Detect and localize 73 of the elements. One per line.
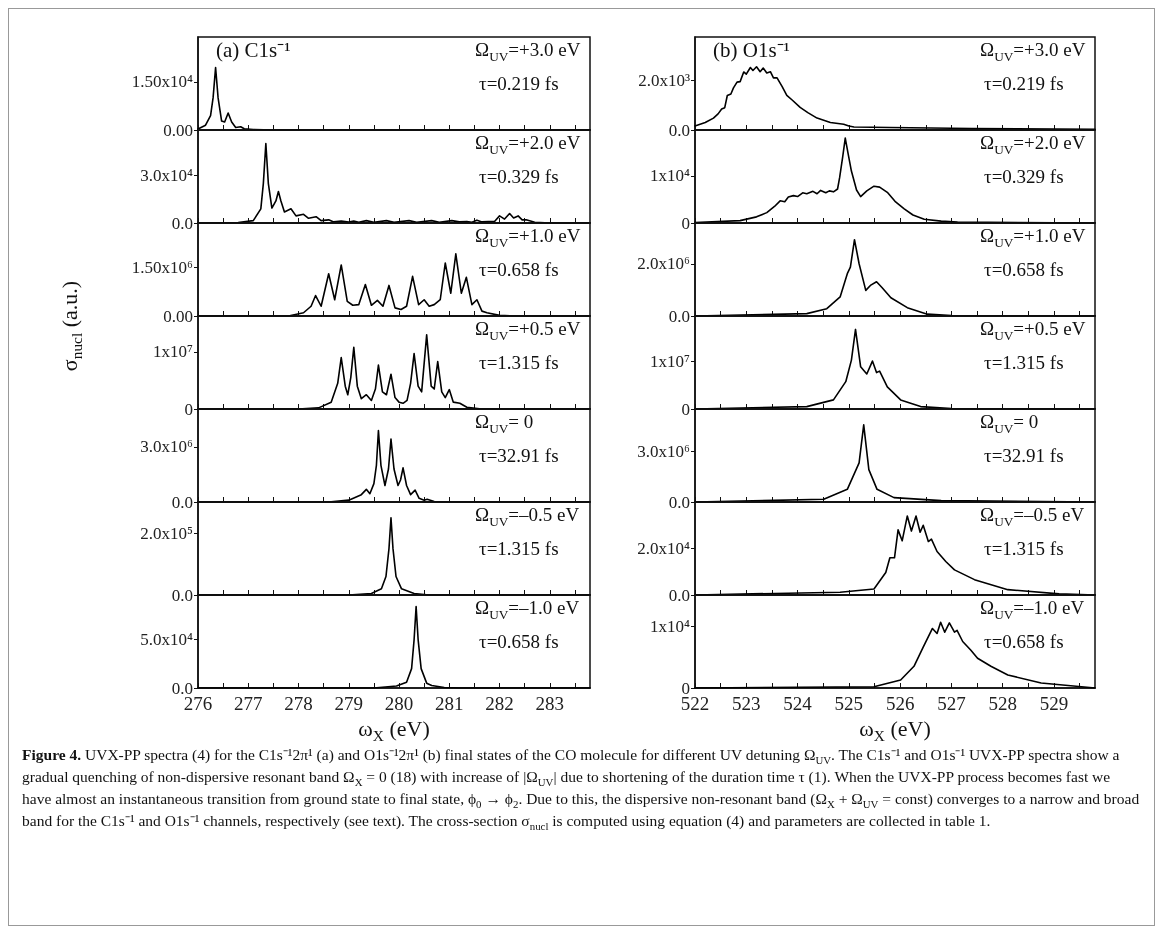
annotation: Ω$_{UV}$=+1.0 eV [475,225,581,250]
annotation: Ω$_{UV}$=–0.5 eV [980,504,1085,529]
x-tick-label: 524 [783,693,813,714]
y-tick-label: 1.50x10⁶ [131,257,194,277]
x-axis-title: ω$_{X}$ (eV) [358,716,430,745]
annotation: τ=1.315 fs [479,538,559,560]
annotation: Ω$_{UV}$=–1.0 eV [475,597,580,622]
annotation: Ω$_{UV}$=+3.0 eV [980,39,1086,64]
y-tick-label: 0 [184,399,193,419]
y-tick-label: 0.0 [668,120,690,140]
y-tick-label: 0.0 [171,585,193,605]
annotation: τ=1.315 fs [479,352,559,374]
x-tick-label: 528 [988,693,1017,714]
annotation: Ω$_{UV}$=+0.5 eV [475,318,581,343]
x-tick-label: 282 [485,693,514,714]
chart-title: (b) O1s⁻¹ [713,37,790,63]
y-tick-label: 1x10⁷ [650,351,691,371]
y-tick-label: 1x10⁴ [650,616,691,636]
y-tick-label: 0.00 [163,306,193,326]
y-tick-label: 1.50x10⁴ [131,72,194,92]
x-axis-title: ω$_{X}$ (eV) [859,716,931,745]
y-tick-label: 0.00 [163,120,193,140]
annotation: τ=0.658 fs [984,631,1064,653]
x-tick-label: 280 [384,693,414,714]
x-tick-label: 529 [1039,693,1069,714]
annotation: Ω$_{UV}$=–1.0 eV [980,597,1085,622]
y-tick-label: 5.0x10⁴ [140,630,194,650]
x-tick-label: 281 [435,693,464,714]
y-tick-label: 0.0 [171,492,193,512]
x-tick-label: 523 [732,693,761,714]
annotation: τ=32.91 fs [479,445,559,467]
text: Figure 4. UVX-PP spectra (4) for the C1s⁻¹2π¹ (a) and O1s⁻¹2π¹ (b) final states of the CO molecule for different UV detuning Ω$_{UV}$. The C1s⁻¹ and O1s⁻¹ UVX-PP spectra show a gradual quenching of non-dispersive resonant band Ω$_{X}$ = 0 (18) with increase of |Ω$_{UV}$| due to shortening of the duration time τ (1). When the UVX-PP process becomes fast we have almost an instantaneous transition from ground state to final state, ϕ$_{0}$ → ϕ$_{2}$. Due to this, the dispersive non-resonant band (Ω$_{X}$ + Ω$_{UV}$ = const) converges to a narrow and broad band for the C1s⁻¹ and O1s⁻¹ channels, respectively (see text). The cross-section σ$_{nucl}$ is computed using equation (4) and parameters are collected in table 1. [22,746,1140,833]
annotation: τ=0.658 fs [479,259,559,281]
y-tick-label: 3.0x10⁴ [140,166,194,186]
y-tick-label: 0 [681,399,690,419]
y-tick-label: 0.0 [668,585,690,605]
y-tick-label: 1x10⁷ [153,342,194,362]
y-tick-label: 3.0x10⁶ [140,437,194,457]
x-tick-label: 527 [937,693,966,714]
annotation: τ=1.315 fs [984,352,1064,374]
x-tick-label: 525 [834,693,864,714]
annotation: τ=0.219 fs [984,73,1064,95]
x-tick-label: 283 [535,693,565,714]
y-tick-label: 2.0x10⁵ [140,523,194,543]
x-tick-label: 278 [284,693,313,714]
y-tick-label: 3.0x10⁶ [637,441,691,461]
annotation: τ=0.658 fs [479,631,559,653]
annotation: Ω$_{UV}$=+2.0 eV [475,132,581,157]
y-tick-label: 2.0x10³ [638,70,690,90]
annotation: Ω$_{UV}$=+2.0 eV [980,132,1086,157]
annotation: Ω$_{UV}$=–0.5 eV [475,504,580,529]
y-tick-label: 0.0 [668,492,690,512]
y-tick-label: 0 [681,213,690,233]
annotation: Ω$_{UV}$= 0 [980,411,1039,436]
x-tick-label: 277 [234,693,263,714]
annotation: τ=0.329 fs [479,166,559,188]
annotation: τ=0.329 fs [984,166,1064,188]
annotation: Ω$_{UV}$=+0.5 eV [980,318,1086,343]
annotation: τ=32.91 fs [984,445,1064,467]
x-tick-label: 279 [334,693,364,714]
annotation: τ=0.658 fs [984,259,1064,281]
annotation: τ=0.219 fs [479,73,559,95]
y-tick-label: 2.0x10⁴ [637,539,691,558]
y-tick-label: 0.0 [668,306,690,326]
y-tick-label: 0.0 [171,213,193,233]
annotation: τ=1.315 fs [984,538,1064,560]
x-tick-label: 526 [885,693,915,714]
y-tick-label: 1x10⁴ [650,166,691,186]
annotation: Ω$_{UV}$=+3.0 eV [475,39,581,64]
chart-title: (a) C1s⁻¹ [216,37,291,63]
annotation: Ω$_{UV}$=+1.0 eV [980,225,1086,250]
annotation: Ω$_{UV}$= 0 [475,411,534,436]
y-tick-label: 2.0x10⁶ [637,254,691,274]
